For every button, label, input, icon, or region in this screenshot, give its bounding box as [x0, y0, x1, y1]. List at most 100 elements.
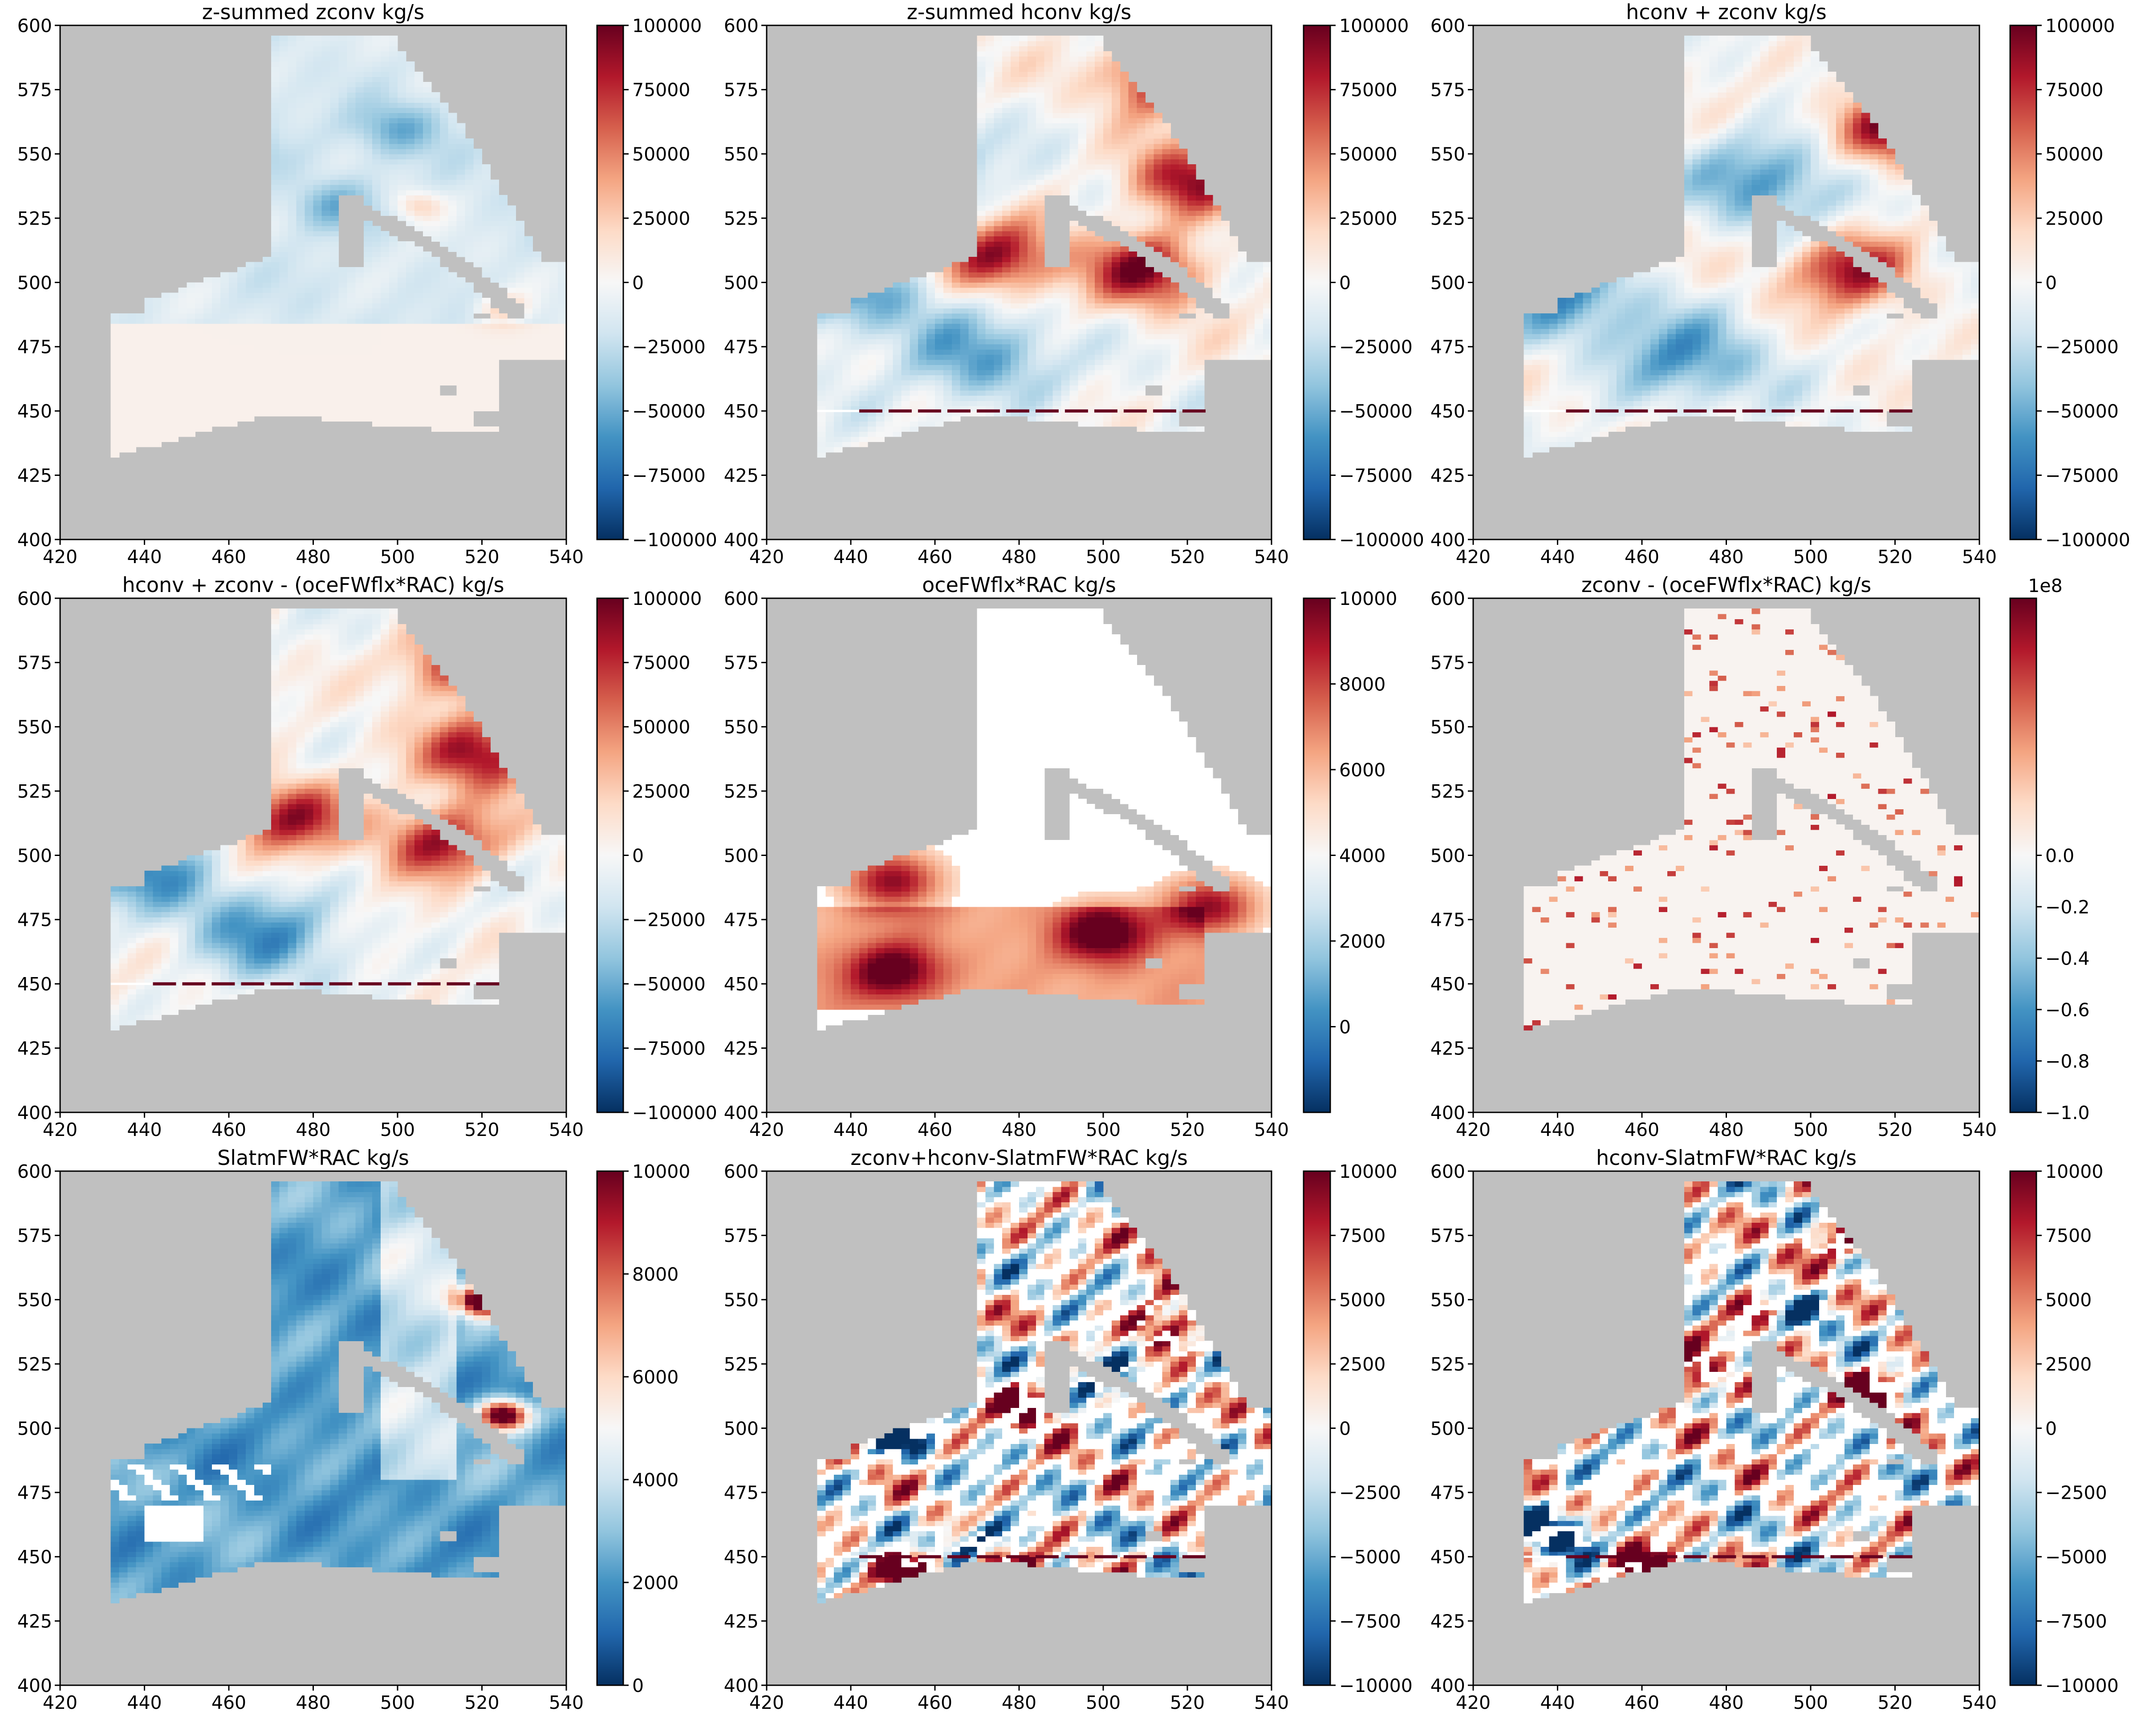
- heatmap-cell: [1044, 56, 1053, 62]
- heatmap-cell: [465, 359, 474, 365]
- heatmap-cell: [288, 313, 297, 319]
- heatmap-cell: [1103, 66, 1112, 72]
- heatmap-cell: [1145, 138, 1154, 144]
- heatmap-cell: [1103, 298, 1112, 304]
- heatmap-cell: [1002, 154, 1011, 159]
- heatmap-cell: [237, 385, 246, 391]
- heatmap-cell: [825, 426, 834, 432]
- heatmap-cell: [170, 313, 179, 319]
- heatmap-cell: [1061, 318, 1070, 324]
- heatmap-cell: [431, 416, 440, 422]
- heatmap-cell: [288, 395, 297, 401]
- heatmap-cell: [1137, 267, 1146, 273]
- heatmap-cell: [406, 282, 415, 288]
- heatmap-cell: [1002, 118, 1011, 124]
- heatmap-cell: [968, 318, 978, 324]
- heatmap-cell: [1154, 272, 1162, 278]
- heatmap-cell: [279, 262, 288, 268]
- heatmap-cell: [817, 329, 826, 334]
- heatmap-cell: [389, 210, 398, 216]
- heatmap-cell: [330, 82, 339, 88]
- heatmap-cell: [245, 323, 255, 329]
- heatmap-cell: [321, 406, 331, 411]
- heatmap-cell: [389, 107, 398, 113]
- heatmap-cell: [170, 380, 179, 386]
- heatmap-cell: [985, 318, 994, 324]
- heatmap-cell: [262, 339, 272, 345]
- heatmap-cell: [1086, 149, 1095, 154]
- heatmap-cell: [960, 308, 969, 314]
- heatmap-cell: [1162, 190, 1171, 195]
- heatmap-cell: [321, 277, 331, 283]
- heatmap-cell: [490, 406, 499, 411]
- heatmap-cell: [893, 380, 902, 386]
- heatmap-cell: [1036, 236, 1045, 242]
- heatmap-cell: [389, 385, 398, 391]
- heatmap-cell: [1061, 359, 1070, 365]
- heatmap-cell: [1170, 390, 1179, 396]
- heatmap-cell: [364, 46, 373, 52]
- heatmap-cell: [1095, 210, 1104, 216]
- heatmap-cell: [482, 241, 491, 247]
- heatmap-cell: [136, 421, 145, 427]
- heatmap-cell: [1111, 205, 1121, 211]
- heatmap-cell: [456, 138, 466, 144]
- heatmap-cell: [1027, 97, 1036, 103]
- heatmap-cell: [279, 118, 288, 124]
- heatmap-cell: [448, 313, 457, 319]
- heatmap-cell: [338, 190, 347, 195]
- heatmap-cell: [254, 344, 263, 350]
- heatmap-cell: [254, 380, 263, 386]
- heatmap-cell: [220, 380, 229, 386]
- heatmap-cell: [389, 339, 398, 345]
- heatmap-cell: [330, 102, 339, 108]
- heatmap-cell: [851, 318, 860, 324]
- heatmap-cell: [229, 395, 238, 401]
- heatmap-cell: [1128, 318, 1138, 324]
- heatmap-cell: [490, 344, 499, 350]
- heatmap-cell: [859, 303, 868, 308]
- heatmap-cell: [1061, 288, 1070, 293]
- heatmap-cell: [1187, 298, 1196, 304]
- heatmap-cell: [1154, 308, 1162, 314]
- heatmap-cell: [347, 92, 356, 98]
- heatmap-cell: [1052, 190, 1062, 195]
- heatmap-cell: [414, 102, 423, 108]
- heatmap-cell: [262, 329, 272, 334]
- heatmap-cell: [876, 298, 885, 304]
- heatmap-cell: [524, 288, 533, 293]
- heatmap-cell: [296, 313, 305, 319]
- heatmap-cell: [431, 236, 440, 242]
- heatmap-cell: [465, 390, 474, 396]
- heatmap-cell: [473, 426, 483, 432]
- heatmap-cell: [1044, 359, 1053, 365]
- heatmap-cell: [951, 375, 961, 381]
- heatmap-cell: [423, 133, 432, 139]
- heatmap-cell: [1111, 359, 1121, 365]
- heatmap-cell: [1120, 92, 1129, 98]
- heatmap-cell: [1002, 401, 1011, 406]
- heatmap-cell: [262, 401, 272, 406]
- heatmap-cell: [119, 375, 128, 381]
- heatmap-cell: [1195, 272, 1205, 278]
- heatmap-cell: [1246, 267, 1255, 273]
- heatmap-cell: [985, 236, 994, 242]
- heatmap-cell: [465, 308, 474, 314]
- heatmap-cell: [338, 380, 347, 386]
- heatmap-cell: [473, 303, 483, 308]
- heatmap-cell: [1128, 220, 1138, 227]
- heatmap-cell: [1027, 411, 1036, 417]
- heatmap-cell: [994, 395, 1003, 401]
- heatmap-cell: [355, 123, 364, 129]
- heatmap-cell: [1069, 318, 1078, 324]
- heatmap-cell: [364, 385, 373, 391]
- heatmap-cell: [482, 174, 491, 180]
- heatmap-cell: [1002, 149, 1011, 154]
- heatmap-cell: [1011, 369, 1020, 375]
- heatmap-cell: [1027, 365, 1036, 370]
- heatmap-cell: [473, 344, 483, 350]
- heatmap-cell: [1036, 179, 1045, 185]
- heatmap-cell: [1128, 334, 1138, 340]
- heatmap-cell: [1027, 82, 1036, 88]
- heatmap-cell: [859, 354, 868, 360]
